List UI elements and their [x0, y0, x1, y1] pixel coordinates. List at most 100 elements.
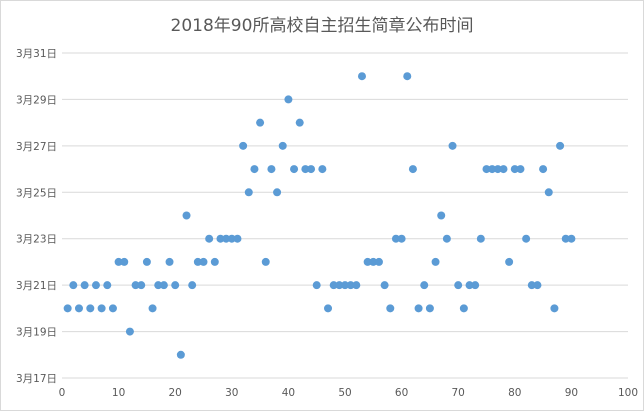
- chart-title: 2018年90所高校自主招生简章公布时间: [170, 16, 474, 36]
- data-point: [488, 165, 497, 174]
- data-point: [307, 165, 316, 174]
- data-point: [233, 234, 242, 243]
- data-point: [380, 281, 389, 290]
- data-point: [97, 304, 106, 313]
- x-tick-label: 20: [169, 387, 182, 399]
- data-point: [329, 281, 338, 290]
- data-point: [335, 281, 344, 290]
- data-point: [561, 234, 570, 243]
- y-tick-label: 3月23日: [16, 234, 57, 246]
- data-point: [312, 281, 321, 290]
- data-point: [346, 281, 355, 290]
- data-point: [273, 188, 282, 197]
- data-point: [341, 281, 349, 290]
- x-tick-label: 40: [282, 387, 295, 399]
- y-tick-label: 3月19日: [16, 327, 57, 339]
- x-tick-label: 60: [395, 387, 408, 399]
- data-point: [199, 257, 208, 266]
- data-point: [261, 257, 270, 266]
- data-point: [256, 118, 265, 127]
- y-tick-label: 3月29日: [16, 94, 57, 106]
- data-point: [352, 281, 361, 290]
- data-point: [216, 234, 225, 243]
- data-point: [391, 234, 400, 243]
- data-point: [69, 281, 78, 290]
- data-point: [103, 281, 112, 290]
- data-point: [425, 304, 434, 313]
- x-axis-ticks: 0 10 20 30 40 50 60 70 80 90 100: [59, 387, 638, 399]
- data-point: [278, 141, 287, 150]
- data-point: [454, 281, 463, 290]
- data-points: [63, 72, 576, 359]
- data-point: [205, 234, 214, 243]
- data-point: [114, 257, 123, 266]
- x-tick-label: 30: [225, 387, 238, 399]
- x-tick-label: 0: [59, 387, 66, 399]
- y-tick-label: 3月31日: [16, 48, 57, 60]
- data-point: [414, 304, 423, 313]
- data-point: [86, 304, 95, 313]
- data-point: [159, 281, 168, 290]
- data-point: [267, 165, 276, 174]
- y-tick-label: 3月27日: [16, 141, 57, 153]
- data-point: [482, 165, 491, 174]
- data-point: [527, 281, 536, 290]
- data-point: [403, 72, 412, 81]
- data-point: [171, 281, 180, 290]
- data-point: [499, 165, 508, 174]
- data-point: [250, 165, 259, 174]
- data-point: [142, 257, 151, 266]
- data-point: [539, 165, 548, 174]
- y-tick-label: 3月21日: [16, 280, 57, 292]
- data-point: [386, 304, 395, 313]
- x-tick-label: 50: [338, 387, 351, 399]
- y-axis-ticks: 3月17日 3月19日 3月21日 3月23日 3月25日 3月27日 3月29日 3月31日: [16, 48, 57, 385]
- data-point: [284, 95, 293, 104]
- data-point: [176, 350, 185, 359]
- data-point: [182, 211, 191, 220]
- data-point: [516, 165, 525, 174]
- data-point: [74, 304, 83, 313]
- data-point: [544, 188, 553, 197]
- data-point: [318, 165, 327, 174]
- data-point: [363, 257, 372, 266]
- data-point: [505, 257, 514, 266]
- data-point: [556, 141, 565, 150]
- data-point: [137, 281, 146, 290]
- x-tick-label: 90: [565, 387, 578, 399]
- x-tick-label: 100: [618, 387, 638, 399]
- data-point: [244, 188, 253, 197]
- data-point: [357, 72, 366, 81]
- data-point: [550, 304, 559, 313]
- data-point: [120, 257, 129, 266]
- data-point: [374, 257, 383, 266]
- data-point: [295, 118, 304, 127]
- data-point: [397, 234, 406, 243]
- data-point: [448, 141, 457, 150]
- data-point: [431, 257, 440, 266]
- data-point: [125, 327, 134, 336]
- data-point: [210, 257, 219, 266]
- data-point: [465, 281, 474, 290]
- data-point: [239, 141, 248, 150]
- data-point: [476, 234, 485, 243]
- grid-lines: [62, 52, 628, 379]
- data-point: [369, 257, 378, 266]
- data-point: [91, 281, 100, 290]
- data-point: [471, 281, 480, 290]
- data-point: [533, 281, 542, 290]
- data-point: [408, 165, 417, 174]
- y-tick-label: 3月25日: [16, 187, 57, 199]
- data-point: [188, 281, 197, 290]
- data-point: [165, 257, 174, 266]
- data-point: [442, 234, 451, 243]
- data-point: [437, 211, 446, 220]
- x-tick-label: 70: [452, 387, 465, 399]
- data-point: [301, 165, 310, 174]
- data-point: [510, 165, 519, 174]
- data-point: [193, 257, 202, 266]
- x-tick-label: 10: [112, 387, 125, 399]
- data-point: [567, 234, 576, 243]
- data-point: [459, 304, 468, 313]
